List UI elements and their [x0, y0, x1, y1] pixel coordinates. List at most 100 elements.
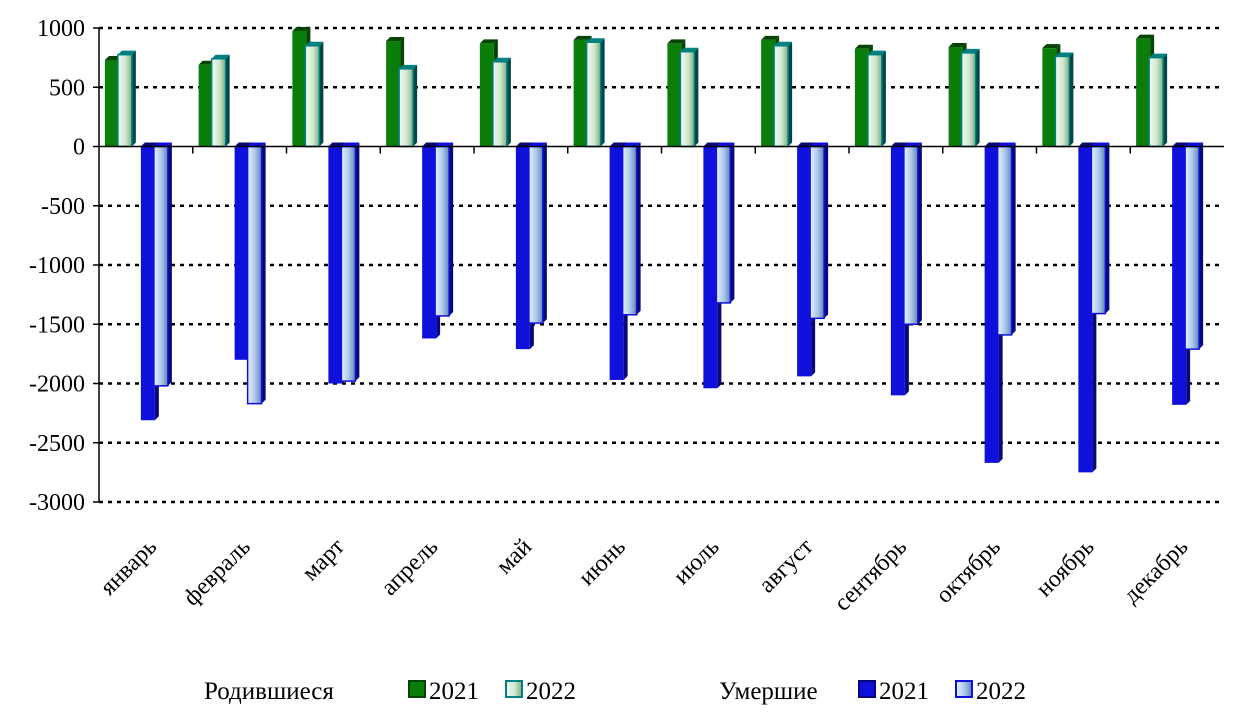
bar [809, 142, 829, 320]
bar-front [198, 64, 213, 147]
y-tick-label: -500 [41, 194, 85, 220]
bar-front [340, 145, 357, 382]
bar-front [398, 68, 414, 148]
bar-top [573, 35, 592, 40]
bar [398, 64, 418, 148]
bar-top [586, 38, 605, 43]
bar [679, 47, 699, 148]
bar-front [867, 53, 883, 148]
legend-entry-label: 2022 [976, 678, 1026, 705]
legend-entry-label: 2021 [429, 678, 479, 705]
legend: Родившиеся 2021 2022 Умершие 2021 2022 [204, 678, 1026, 705]
bar-side [319, 41, 324, 147]
bar-front [890, 146, 905, 396]
bar-top [1185, 142, 1204, 147]
x-tick-label: октябрь [931, 534, 1006, 609]
bar-front [773, 45, 789, 148]
bar-top [1136, 34, 1155, 39]
bar-front [854, 48, 869, 147]
bar-front [761, 39, 776, 147]
bar-top [716, 142, 735, 147]
bar-top [399, 64, 418, 69]
bar-top [961, 48, 980, 53]
bar [492, 57, 511, 148]
bar [246, 142, 266, 405]
bar-front [667, 43, 682, 147]
axes [93, 27, 1224, 503]
bar-front [117, 53, 133, 148]
bar-front [422, 146, 437, 339]
bar-top [1055, 52, 1074, 57]
bar-top [1149, 53, 1168, 58]
bar-front [585, 41, 602, 148]
bar-side [355, 142, 360, 382]
bar-top [774, 41, 793, 46]
bar-side [636, 142, 641, 315]
bar-side [1011, 142, 1016, 335]
bar-front [809, 145, 825, 320]
bar-front [1172, 146, 1187, 405]
bar-front [234, 146, 249, 360]
y-tick-label: 1000 [37, 16, 85, 42]
bar-side [1105, 142, 1110, 314]
bar-front [1148, 56, 1164, 148]
x-tick-label: ноябрь [1031, 534, 1099, 602]
bar [117, 50, 136, 148]
bar-side [730, 142, 735, 303]
bar [773, 41, 793, 148]
bar-top [867, 50, 886, 55]
bar-top [211, 54, 230, 59]
y-tick-label: -3000 [29, 490, 85, 516]
gridlines [99, 26, 1224, 504]
bar [867, 50, 886, 148]
bar-side [506, 57, 511, 147]
bar-top [703, 142, 722, 147]
bar-front [104, 59, 119, 147]
x-tick-label: сентябрь [830, 534, 913, 617]
bar-side [1163, 53, 1168, 147]
bar-front [621, 145, 638, 316]
bar-side [917, 142, 922, 325]
bar [434, 142, 454, 317]
bar-front [1054, 55, 1071, 148]
bar-front [948, 46, 963, 147]
bar [621, 142, 641, 316]
bar-front [1136, 38, 1151, 147]
bar-front [1078, 146, 1093, 473]
bar [528, 142, 547, 324]
bar-side [788, 41, 793, 147]
bar-side [1199, 142, 1204, 350]
bar-front [715, 145, 732, 304]
bar-side [131, 50, 136, 147]
bar-top [292, 26, 311, 31]
bar [996, 142, 1016, 336]
bar-front [386, 41, 401, 147]
bar-side [600, 38, 605, 147]
x-tick-label: июнь [574, 534, 631, 591]
y-tick-label: -2500 [29, 431, 85, 457]
legend-group-label: Родившиеся [204, 678, 334, 705]
bar-top [1078, 142, 1097, 147]
bar-top [435, 142, 454, 147]
bar-top [622, 142, 641, 147]
bar [585, 38, 605, 148]
bar-front [703, 146, 718, 389]
bar-front [479, 43, 494, 147]
bar [960, 48, 980, 148]
bar-front [140, 146, 155, 421]
bar-side [167, 142, 172, 386]
x-tick-label: февраль [179, 534, 256, 611]
bar-top [810, 142, 829, 147]
bar-side [694, 47, 699, 147]
bar-top [1172, 142, 1191, 147]
x-tick-label: май [491, 534, 537, 580]
bar-top [153, 142, 172, 147]
bars [104, 26, 1204, 473]
bar [1090, 142, 1110, 315]
legend-swatch [858, 680, 876, 698]
bar-top [117, 50, 136, 55]
bar-front [1090, 145, 1107, 315]
bar [304, 41, 324, 148]
x-tick-label: январь [95, 534, 162, 601]
bar [1184, 142, 1204, 350]
